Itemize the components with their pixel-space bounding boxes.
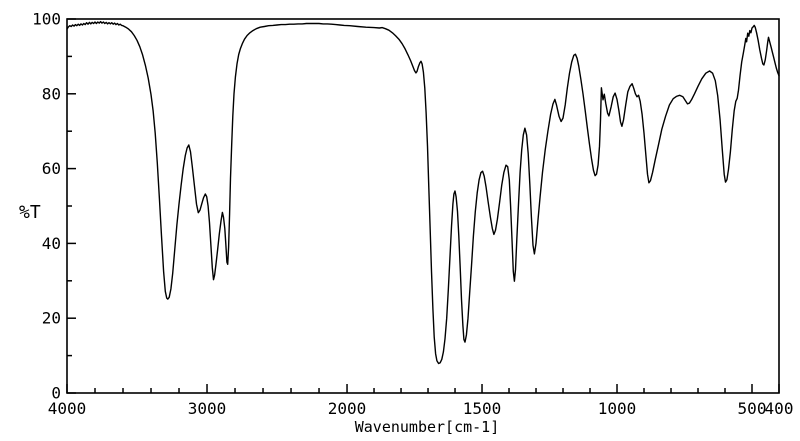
x-tick-label: 1500 — [463, 399, 502, 418]
x-axis-title: Wavenumber[cm-1] — [354, 418, 500, 436]
x-tick-label: 4000 — [48, 399, 87, 418]
y-tick-label: 100 — [32, 10, 61, 29]
spectrum-curve — [66, 20, 780, 365]
y-tick-label: 80 — [42, 84, 61, 103]
y-tick-label: 60 — [42, 159, 61, 178]
x-tick-label: 3000 — [188, 399, 227, 418]
x-tick-label: 2000 — [328, 399, 367, 418]
x-tick-label: 500 — [738, 399, 767, 418]
x-tick-label: 400 — [765, 399, 794, 418]
y-tick-label: 40 — [42, 234, 61, 253]
y-axis-title: %T — [19, 202, 41, 223]
y-tick-label: 0 — [51, 384, 61, 403]
y-tick-label: 20 — [42, 309, 61, 328]
x-tick-label: 1000 — [598, 399, 637, 418]
